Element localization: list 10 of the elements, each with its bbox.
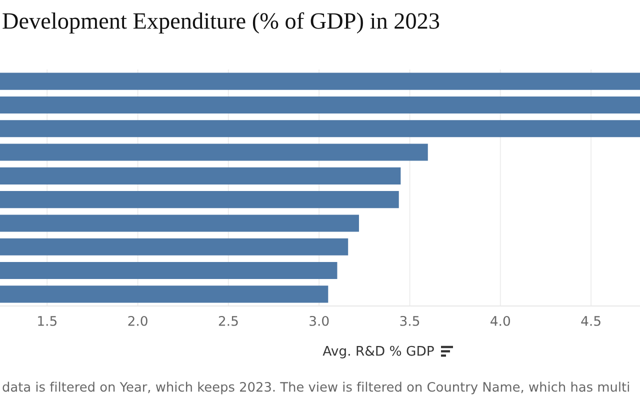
x-tick-label: 2.0 [128, 316, 148, 326]
chart-title: Development Expenditure (% of GDP) in 2023 [2, 12, 440, 34]
x-axis-title: Avg. R&D % GDP [322, 346, 434, 358]
x-tick-label: 3.5 [400, 316, 420, 326]
x-tick-label: 2.5 [218, 316, 238, 326]
x-tick-label: 3.0 [310, 316, 329, 326]
x-tick-label: 1.5 [38, 316, 56, 326]
text: data is filtered on Year, which keeps 2023. The view is filtered on Country Name, which has multi [2, 382, 629, 394]
x-tick-label: 4.5 [581, 316, 600, 326]
x-tick-label: 4.0 [490, 316, 510, 326]
